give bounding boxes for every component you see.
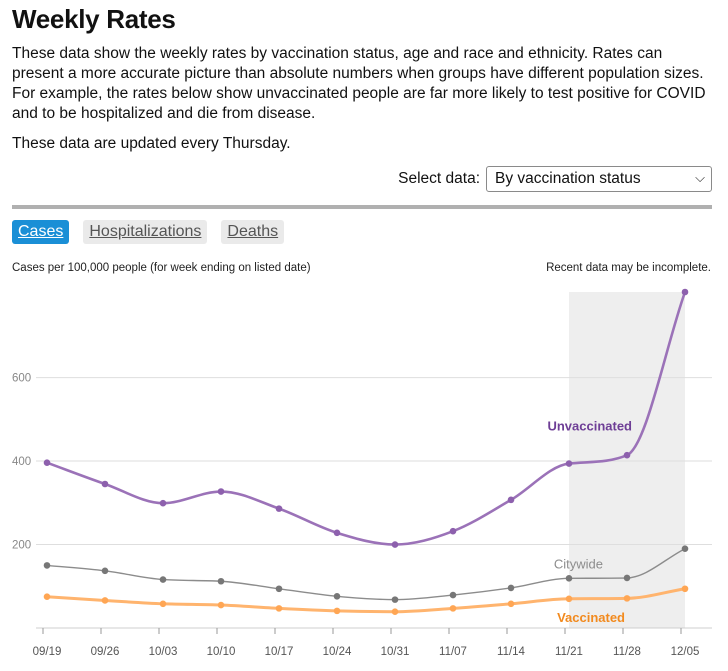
data-point-citywide — [275, 585, 283, 593]
data-selector: Select data: By vaccination status ⌵ — [398, 166, 712, 192]
x-tick-label: 09/26 — [91, 646, 120, 658]
x-tick-label: 10/24 — [323, 646, 352, 658]
x-tick-label: 11/14 — [497, 646, 526, 658]
data-point-vaccinated — [507, 600, 515, 608]
tab-cases[interactable]: Cases — [12, 220, 70, 244]
y-tick-label: 600 — [12, 373, 31, 385]
data-point-vaccinated — [449, 605, 457, 612]
select-label: Select data: — [398, 170, 480, 187]
data-point-vaccinated — [275, 605, 283, 612]
x-tick-label: 10/17 — [265, 646, 294, 658]
data-point-citywide — [565, 575, 573, 582]
x-tick-label: 10/31 — [381, 646, 410, 658]
data-point-unvaccinated — [43, 459, 51, 467]
data-point-unvaccinated — [101, 480, 109, 488]
y-tick-label: 200 — [12, 540, 31, 552]
section-divider — [12, 205, 712, 209]
data-point-vaccinated — [217, 601, 225, 609]
data-point-citywide — [681, 545, 689, 552]
incomplete-data-region — [569, 292, 685, 628]
x-tick-label: 11/07 — [439, 646, 467, 658]
tab-hospitalizations[interactable]: Hospitalizations — [83, 220, 208, 244]
data-point-vaccinated — [623, 595, 631, 602]
series-label-citywide: Citywide — [554, 556, 603, 571]
data-point-citywide — [217, 577, 225, 585]
data-point-citywide — [623, 574, 631, 582]
data-point-citywide — [333, 592, 341, 600]
data-point-vaccinated — [333, 607, 341, 615]
data-point-unvaccinated — [623, 451, 631, 459]
data-point-vaccinated — [681, 585, 689, 593]
data-point-citywide — [507, 584, 515, 592]
data-point-unvaccinated — [449, 527, 457, 535]
series-line-citywide — [46, 547, 686, 601]
data-point-unvaccinated — [391, 541, 399, 548]
page-title: Weekly Rates — [12, 4, 176, 34]
data-point-unvaccinated — [217, 488, 225, 495]
data-point-unvaccinated — [333, 529, 341, 537]
x-tick-label: 09/19 — [33, 646, 62, 658]
data-select-dropdown[interactable]: By vaccination status ⌵ — [486, 166, 712, 192]
chart-container: Cases per 100,000 people (for week endin… — [12, 255, 728, 666]
data-point-citywide — [159, 576, 167, 583]
data-point-vaccinated — [159, 600, 167, 608]
metric-tabs: Cases Hospitalizations Deaths — [12, 220, 285, 244]
x-tick-label: 10/03 — [149, 646, 178, 658]
select-value: By vaccination status — [495, 170, 641, 187]
data-point-vaccinated — [391, 608, 399, 616]
data-point-unvaccinated — [565, 460, 573, 467]
data-point-vaccinated — [43, 593, 51, 600]
data-point-citywide — [449, 591, 457, 599]
x-tick-label: 10/10 — [207, 646, 236, 658]
rates-chart: Cases per 100,000 people (for week endin… — [12, 262, 712, 658]
data-point-citywide — [43, 562, 51, 569]
series-label-unvaccinated: Unvaccinated — [547, 419, 632, 434]
chart-note: Recent data may be incomplete. — [546, 262, 711, 274]
tab-deaths[interactable]: Deaths — [221, 220, 285, 244]
chart-subtitle: Cases per 100,000 people (for week endin… — [12, 262, 311, 274]
data-point-unvaccinated — [275, 505, 283, 512]
update-note: These data are updated every Thursday. — [12, 135, 291, 152]
series-line-vaccinated — [45, 587, 687, 614]
x-tick-label: 11/28 — [613, 646, 641, 658]
data-point-unvaccinated — [507, 496, 515, 504]
data-point-citywide — [101, 567, 109, 575]
data-point-unvaccinated — [681, 288, 689, 296]
y-tick-label: 400 — [12, 456, 31, 468]
data-point-citywide — [391, 596, 399, 603]
x-tick-label: 12/05 — [671, 646, 700, 658]
data-point-vaccinated — [565, 595, 573, 603]
series-label-vaccinated: Vaccinated — [557, 610, 625, 625]
intro-text: These data show the weekly rates by vacc… — [12, 45, 706, 122]
chevron-down-icon: ⌵ — [695, 170, 705, 185]
x-tick-label: 11/21 — [555, 646, 583, 658]
data-point-unvaccinated — [159, 499, 167, 507]
data-point-vaccinated — [101, 597, 109, 604]
